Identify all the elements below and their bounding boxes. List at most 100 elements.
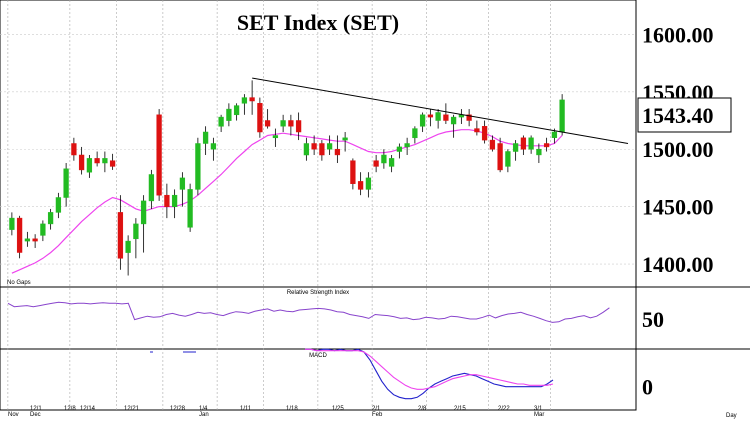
x-tick-label: 3/1 — [534, 406, 543, 412]
macd-line — [305, 348, 554, 400]
rsi-title: Relative Strength Index — [287, 290, 349, 296]
candle-body — [443, 114, 449, 121]
candle-body — [86, 158, 93, 173]
candle-body — [257, 103, 263, 133]
candle-body — [117, 212, 124, 259]
candle-body — [419, 114, 426, 127]
macd-y-tick-label: 0 — [642, 375, 653, 400]
candle-body — [40, 223, 46, 236]
x-tick-label: 1/11 — [240, 406, 252, 412]
candle-body — [32, 238, 38, 242]
candle-body — [481, 126, 488, 141]
no-gaps-label: No Gaps — [7, 280, 31, 286]
x-tick-label: Dec — [30, 412, 41, 418]
candle-body — [94, 158, 100, 164]
candle-body — [334, 148, 341, 156]
x-axis-unit: Day — [726, 413, 737, 419]
macd-title: MACD — [309, 353, 327, 359]
candle-body — [388, 158, 395, 167]
candle-body — [342, 137, 348, 141]
x-tick-label: 2/15 — [454, 406, 466, 412]
candle-body — [233, 105, 240, 116]
candle-body — [241, 97, 248, 104]
candle-body — [365, 177, 372, 190]
candle-body — [489, 139, 496, 150]
vertical-gridlines — [7, 0, 551, 410]
candle-body — [264, 120, 271, 127]
candle-body — [326, 143, 333, 150]
candle-body — [512, 143, 519, 152]
candle-body — [381, 154, 387, 164]
candle-body — [396, 146, 403, 152]
candle-body — [249, 97, 255, 102]
candle-body — [109, 160, 116, 167]
candle-body — [288, 120, 294, 127]
last-value-label: 1543.40 — [642, 103, 714, 128]
candle-body — [133, 223, 139, 240]
candle-body — [536, 148, 542, 156]
candle-body — [520, 137, 527, 150]
candle-body — [435, 112, 441, 121]
candle-body — [280, 120, 286, 127]
x-tick-label: Mar — [534, 412, 544, 418]
candle-body — [156, 114, 162, 196]
candle-body — [140, 200, 147, 225]
candle-body — [350, 160, 356, 184]
candle-body — [295, 120, 302, 133]
candle-body — [210, 143, 217, 150]
candle-body — [9, 217, 15, 230]
candle-body — [404, 143, 410, 148]
rsi-layer — [7, 301, 610, 323]
moving-average-line — [11, 129, 563, 274]
candle-body — [102, 158, 108, 164]
x-tick-label: 1/4 — [199, 406, 208, 412]
x-tick-label: 2/22 — [498, 406, 510, 412]
candle-body — [505, 151, 511, 167]
candle-body — [226, 108, 232, 121]
candle-body — [78, 154, 85, 171]
price-panel-frame — [0, 0, 637, 288]
candle-body — [71, 143, 77, 156]
macd-signal-line — [305, 348, 554, 390]
x-tick-label: Jan — [199, 412, 209, 418]
candle-body — [551, 131, 558, 138]
candle-body — [164, 194, 170, 207]
x-tick-label: 2/8 — [418, 406, 427, 412]
candle-body — [195, 143, 201, 190]
candle-body — [202, 131, 209, 144]
candle-body — [412, 128, 418, 139]
candles-layer — [9, 80, 565, 276]
macd-layer — [150, 348, 554, 400]
x-tick-label: 12/1 — [30, 406, 42, 412]
x-tick-label: 12/28 — [170, 406, 186, 412]
candle-body — [63, 168, 69, 198]
y-tick-label: 1450.00 — [642, 195, 714, 220]
x-tick-label: 2/1 — [372, 406, 381, 412]
candle-body — [427, 114, 434, 118]
trendline-layer — [252, 77, 629, 144]
candle-body — [16, 217, 23, 253]
y-tick-label: 1500.00 — [642, 137, 714, 162]
moving-average-layer — [11, 129, 563, 274]
chart-title: SET Index (SET) — [237, 10, 399, 35]
rsi-line — [7, 301, 610, 323]
x-tick-label: 12/14 — [80, 406, 96, 412]
candle-body — [125, 240, 131, 253]
last-value-box — [637, 97, 732, 133]
candle-body — [319, 143, 325, 156]
x-tick-label: 1/18 — [286, 406, 298, 412]
candle-body — [497, 143, 503, 171]
candle-body — [450, 116, 457, 125]
candle-body — [171, 194, 178, 207]
x-tick-label: Nov — [8, 412, 19, 418]
candle-body — [179, 177, 186, 190]
candle-body — [272, 135, 279, 139]
trendline — [252, 77, 629, 144]
candle-body — [187, 189, 193, 228]
x-tick-label: 1/25 — [332, 406, 344, 412]
candle-body — [55, 197, 62, 213]
candle-body — [466, 114, 472, 121]
candle-body — [311, 143, 317, 150]
